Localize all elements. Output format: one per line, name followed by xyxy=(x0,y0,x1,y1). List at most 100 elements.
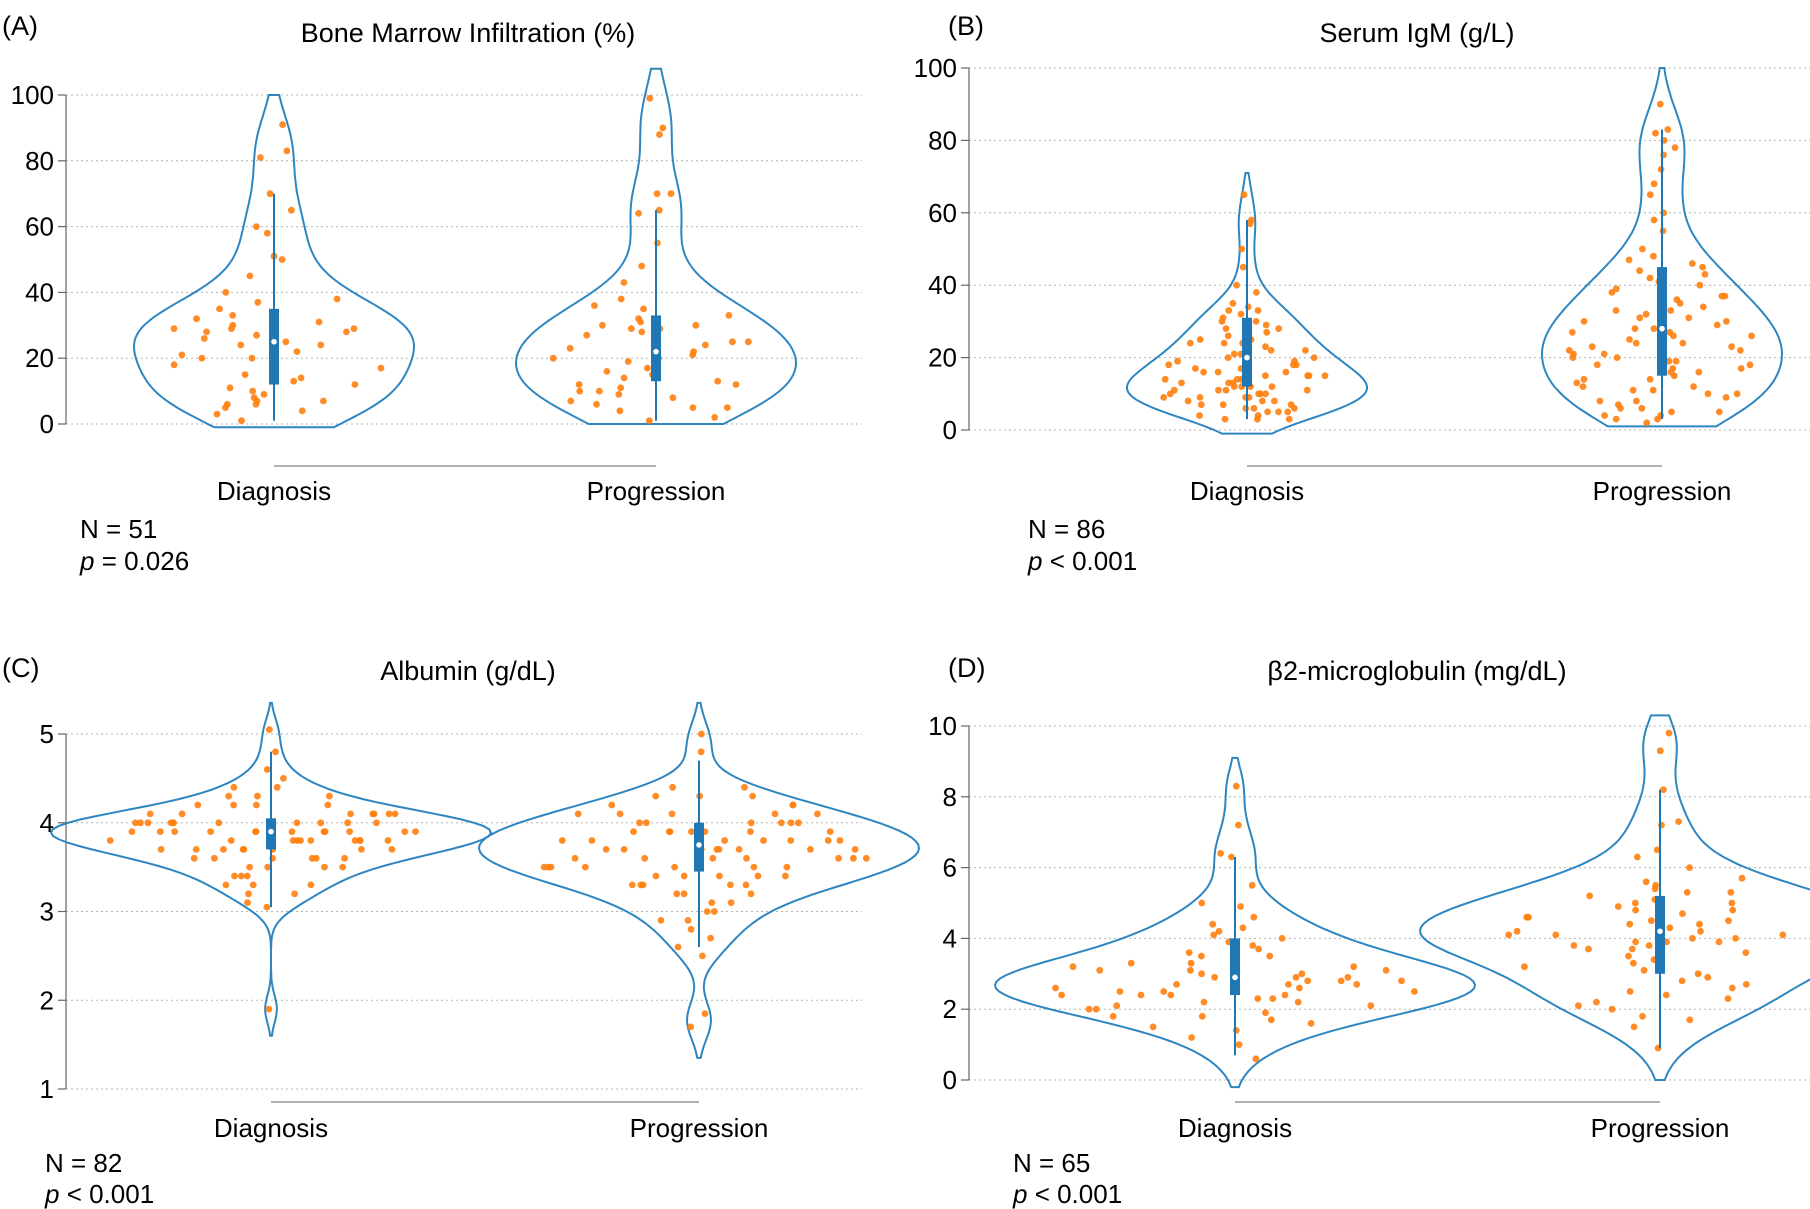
data-point xyxy=(1728,343,1735,351)
box-median xyxy=(696,842,702,848)
data-point xyxy=(1215,386,1222,394)
data-point xyxy=(346,828,353,835)
data-point xyxy=(655,206,663,214)
data-point xyxy=(333,295,341,303)
data-point xyxy=(1269,995,1277,1002)
data-point xyxy=(1255,945,1262,953)
data-point xyxy=(1235,1041,1243,1048)
data-point xyxy=(1727,889,1735,896)
data-point xyxy=(190,854,198,862)
data-point xyxy=(1704,390,1712,398)
box-median xyxy=(1232,974,1238,981)
data-point xyxy=(581,863,589,871)
data-point xyxy=(1398,977,1405,985)
data-point xyxy=(1568,328,1576,336)
data-point xyxy=(1650,325,1658,332)
data-point xyxy=(687,925,695,933)
data-point xyxy=(1580,318,1588,325)
chart-title: Albumin (g/dL) xyxy=(380,656,556,686)
data-point xyxy=(193,315,200,323)
data-point xyxy=(1728,984,1736,992)
data-point xyxy=(1254,415,1261,423)
data-point xyxy=(307,837,315,844)
data-point xyxy=(624,358,632,365)
data-point xyxy=(1262,372,1269,380)
data-point xyxy=(747,819,755,827)
data-point xyxy=(1642,310,1650,318)
data-point xyxy=(317,341,325,349)
data-point xyxy=(729,338,736,346)
violin xyxy=(1418,714,1810,1081)
data-point xyxy=(339,863,347,871)
y-tick-label: 60 xyxy=(928,198,957,228)
data-point xyxy=(673,890,681,898)
data-point xyxy=(1668,408,1675,416)
data-point xyxy=(228,325,235,332)
data-point xyxy=(1569,354,1577,361)
data-point xyxy=(1382,966,1390,974)
data-point xyxy=(778,819,785,827)
data-point xyxy=(257,154,264,161)
data-point xyxy=(588,837,596,844)
data-point xyxy=(1321,372,1329,380)
group-progression xyxy=(1540,67,1784,428)
data-point xyxy=(1238,245,1246,253)
data-point xyxy=(1650,252,1657,260)
y-tick-label: 8 xyxy=(943,782,957,812)
data-point xyxy=(1722,394,1730,401)
data-point xyxy=(742,881,750,889)
data-point xyxy=(1697,927,1704,935)
data-point xyxy=(1632,906,1639,914)
data-point xyxy=(178,351,186,359)
data-point xyxy=(320,828,328,835)
data-point xyxy=(1221,415,1229,423)
data-point xyxy=(1631,899,1639,907)
data-point xyxy=(282,338,290,346)
data-point xyxy=(170,325,178,332)
data-point xyxy=(628,881,636,889)
data-point xyxy=(243,872,251,880)
data-point xyxy=(198,354,206,362)
data-point xyxy=(1167,991,1175,999)
p-annotation: p = 0.026 xyxy=(79,546,189,576)
data-point xyxy=(1732,935,1739,942)
data-point xyxy=(241,371,249,378)
data-point xyxy=(707,934,714,942)
y-tick-label: 4 xyxy=(943,923,957,953)
data-point xyxy=(1219,401,1227,409)
data-point xyxy=(1617,404,1624,412)
data-point xyxy=(698,730,705,738)
data-point xyxy=(1686,864,1693,871)
data-point xyxy=(1523,913,1531,921)
data-point xyxy=(1262,343,1269,351)
data-point xyxy=(1307,1020,1315,1027)
data-point xyxy=(253,801,260,809)
p-value: < 0.001 xyxy=(59,1179,154,1209)
data-point xyxy=(787,819,795,827)
data-point xyxy=(1249,942,1257,949)
data-point xyxy=(1197,401,1205,409)
violin xyxy=(1125,172,1369,435)
chart-title: β2-microglobulin (mg/dL) xyxy=(1267,656,1566,686)
data-point xyxy=(1679,910,1686,917)
data-point xyxy=(1252,318,1260,325)
data-point xyxy=(229,312,237,319)
data-point xyxy=(1670,372,1678,380)
data-point xyxy=(279,121,286,128)
data-point xyxy=(1275,325,1283,332)
data-point xyxy=(1215,927,1223,935)
data-point xyxy=(384,837,392,844)
y-tick-label: 1 xyxy=(40,1074,54,1104)
data-point xyxy=(1612,415,1620,423)
data-point xyxy=(750,863,758,871)
p-letter: p xyxy=(1012,1179,1027,1209)
data-point xyxy=(547,863,555,871)
group-diagnosis xyxy=(1125,172,1369,435)
box-iqr xyxy=(269,308,279,385)
data-point xyxy=(1699,303,1707,311)
panel-label: (A) xyxy=(2,11,38,41)
data-point xyxy=(1570,942,1578,949)
data-point xyxy=(252,400,260,408)
data-point xyxy=(263,766,271,773)
box-median xyxy=(1657,928,1663,935)
